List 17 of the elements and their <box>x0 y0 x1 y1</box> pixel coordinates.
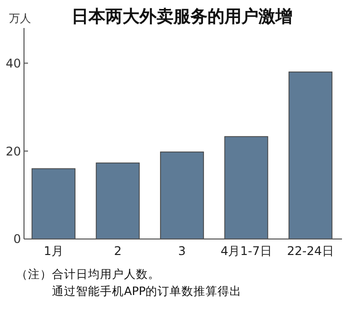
bar <box>288 72 332 240</box>
x-tick-label: 1月 <box>44 244 64 258</box>
bar <box>160 152 204 240</box>
y-tick-label: 0 <box>13 232 21 246</box>
text: （注）合计日均用户人数。 <box>16 267 160 281</box>
bar <box>32 168 76 240</box>
y-axis-title: 万人 <box>9 12 31 25</box>
bar <box>96 162 140 240</box>
text: 通过智能手机APP的订单数推算得出 <box>52 284 242 298</box>
x-tick-label: 4月1-7日 <box>220 244 272 258</box>
x-tick-label: 3 <box>178 244 186 258</box>
y-tick-label: 20 <box>6 144 21 158</box>
y-tick-label: 40 <box>6 56 21 70</box>
x-tick-label: 2 <box>114 244 122 258</box>
bar <box>224 136 268 240</box>
chart-title: 日本两大外卖服务的用户激增 <box>72 7 292 27</box>
x-tick-label: 22-24日 <box>287 244 334 258</box>
